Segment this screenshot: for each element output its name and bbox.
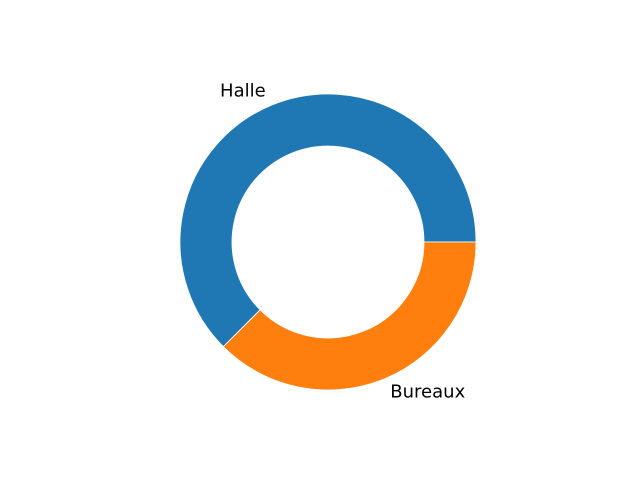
slice-label-bureaux: Bureaux [390, 381, 465, 402]
slices-group [179, 93, 477, 391]
slice-bureaux [222, 241, 477, 391]
labels-group: Halle Bureaux [220, 81, 466, 403]
slice-label-halle: Halle [220, 81, 266, 102]
slice-halle [179, 93, 477, 348]
